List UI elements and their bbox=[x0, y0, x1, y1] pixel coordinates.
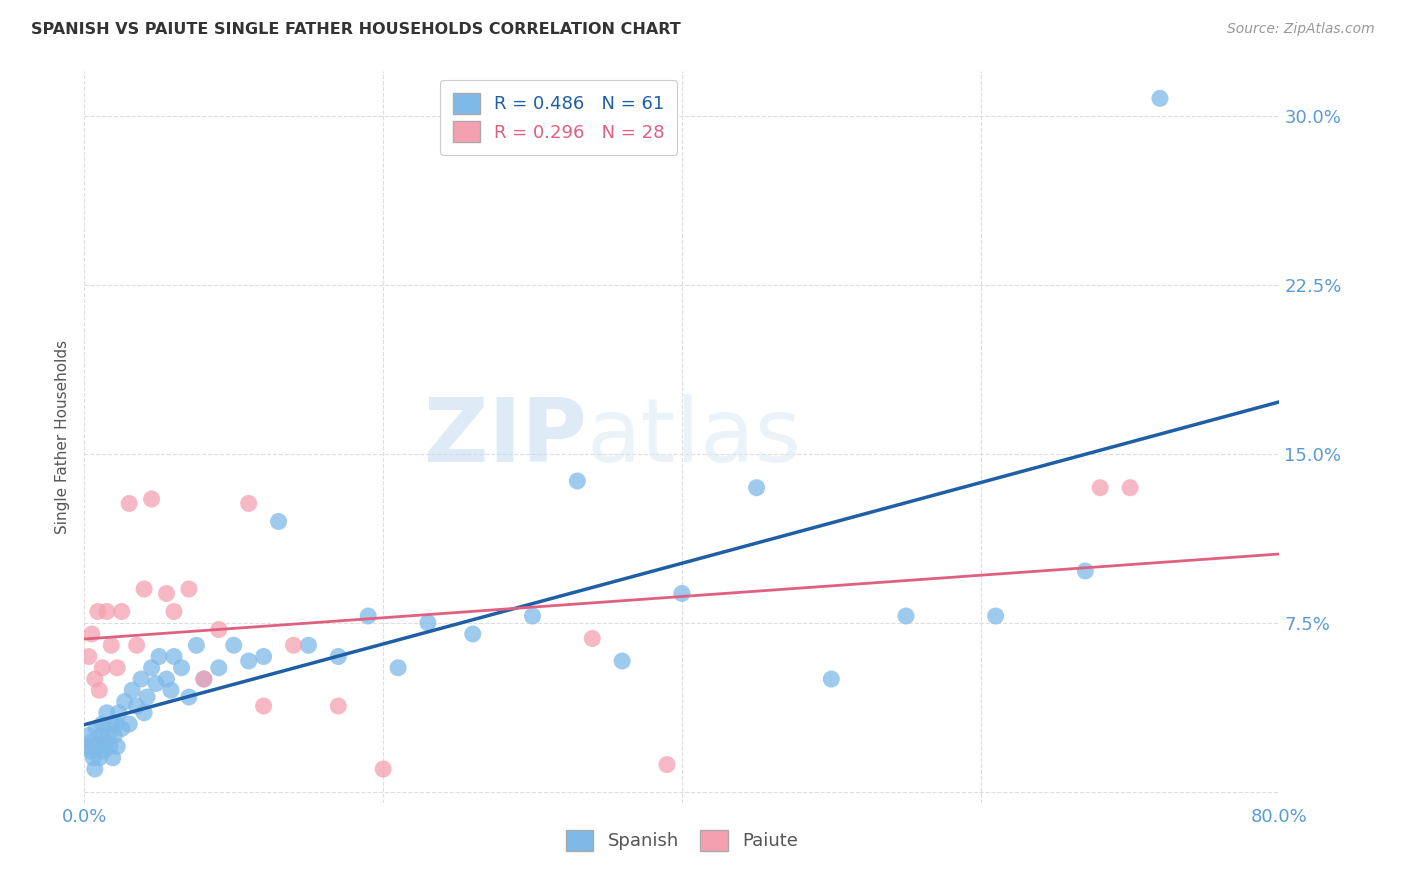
Text: ZIP: ZIP bbox=[423, 393, 586, 481]
Point bbox=[111, 722, 134, 736]
Point bbox=[163, 605, 186, 619]
Point bbox=[238, 654, 260, 668]
Point bbox=[107, 706, 129, 720]
Point bbox=[1119, 481, 1142, 495]
Point bbox=[80, 627, 103, 641]
Point bbox=[177, 690, 200, 704]
Point bbox=[89, 751, 111, 765]
Point bbox=[103, 728, 125, 742]
Point bbox=[93, 744, 115, 758]
Point bbox=[104, 717, 127, 731]
Point bbox=[238, 496, 260, 510]
Point bbox=[461, 627, 484, 641]
Point bbox=[100, 638, 122, 652]
Point bbox=[193, 672, 215, 686]
Point bbox=[177, 582, 200, 596]
Point bbox=[522, 609, 544, 624]
Y-axis label: Single Father Households: Single Father Households bbox=[55, 340, 70, 534]
Point bbox=[170, 661, 193, 675]
Point bbox=[253, 649, 276, 664]
Point bbox=[387, 661, 409, 675]
Point bbox=[745, 481, 768, 495]
Point bbox=[155, 586, 177, 600]
Point bbox=[820, 672, 842, 686]
Point bbox=[91, 717, 114, 731]
Point bbox=[114, 694, 136, 708]
Point bbox=[612, 654, 634, 668]
Point bbox=[125, 699, 148, 714]
Text: Source: ZipAtlas.com: Source: ZipAtlas.com bbox=[1227, 22, 1375, 37]
Point bbox=[160, 683, 183, 698]
Point bbox=[267, 515, 290, 529]
Point bbox=[96, 605, 118, 619]
Point bbox=[208, 623, 231, 637]
Point bbox=[1090, 481, 1112, 495]
Point bbox=[208, 661, 231, 675]
Point bbox=[76, 739, 98, 754]
Point bbox=[297, 638, 319, 652]
Point bbox=[98, 739, 121, 754]
Point bbox=[283, 638, 305, 652]
Point bbox=[163, 649, 186, 664]
Point bbox=[136, 690, 159, 704]
Point bbox=[655, 757, 678, 772]
Point bbox=[141, 661, 163, 675]
Point bbox=[118, 496, 141, 510]
Point bbox=[193, 672, 215, 686]
Point bbox=[118, 717, 141, 731]
Point bbox=[145, 676, 167, 690]
Point bbox=[80, 735, 103, 749]
Point bbox=[87, 739, 110, 754]
Point bbox=[132, 706, 156, 720]
Point bbox=[129, 672, 152, 686]
Point bbox=[125, 638, 148, 652]
Point bbox=[416, 615, 439, 630]
Text: SPANISH VS PAIUTE SINGLE FATHER HOUSEHOLDS CORRELATION CHART: SPANISH VS PAIUTE SINGLE FATHER HOUSEHOL… bbox=[31, 22, 681, 37]
Point bbox=[1074, 564, 1097, 578]
Text: atlas: atlas bbox=[586, 393, 801, 481]
Point bbox=[82, 751, 104, 765]
Point bbox=[105, 661, 128, 675]
Point bbox=[567, 474, 589, 488]
Point bbox=[894, 609, 917, 624]
Point bbox=[155, 672, 177, 686]
Point bbox=[91, 661, 114, 675]
Point bbox=[132, 582, 156, 596]
Point bbox=[97, 728, 120, 742]
Point bbox=[222, 638, 245, 652]
Legend: Spanish, Paiute: Spanish, Paiute bbox=[557, 821, 807, 860]
Point bbox=[83, 762, 105, 776]
Point bbox=[94, 735, 117, 749]
Point bbox=[111, 605, 134, 619]
Point bbox=[357, 609, 380, 624]
Point bbox=[581, 632, 603, 646]
Point bbox=[105, 739, 128, 754]
Point bbox=[86, 722, 108, 736]
Point bbox=[148, 649, 170, 664]
Point bbox=[984, 609, 1007, 624]
Point bbox=[89, 683, 111, 698]
Point bbox=[87, 605, 110, 619]
Point bbox=[1149, 91, 1171, 105]
Point bbox=[328, 649, 350, 664]
Point bbox=[77, 728, 100, 742]
Point bbox=[141, 491, 163, 506]
Point bbox=[121, 683, 143, 698]
Point bbox=[100, 717, 122, 731]
Point bbox=[671, 586, 693, 600]
Point bbox=[373, 762, 395, 776]
Point bbox=[101, 751, 124, 765]
Point bbox=[90, 728, 112, 742]
Point bbox=[328, 699, 350, 714]
Point bbox=[96, 706, 118, 720]
Point bbox=[79, 744, 101, 758]
Point bbox=[77, 649, 100, 664]
Point bbox=[83, 672, 105, 686]
Point bbox=[186, 638, 208, 652]
Point bbox=[253, 699, 276, 714]
